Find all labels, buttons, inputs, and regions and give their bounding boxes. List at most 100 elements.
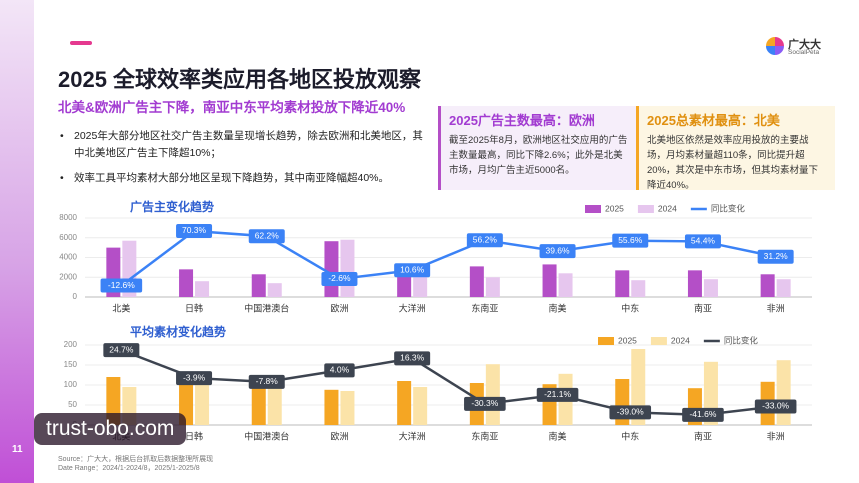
data-label: 31.2%	[764, 251, 789, 261]
data-label: 56.2%	[473, 235, 498, 245]
y-tick-label: 50	[68, 400, 77, 409]
data-label: 24.7%	[109, 344, 134, 354]
card-text: 北美地区依然是效率应用投放的主要战场，月均素材量超110条，同比提升超20%，其…	[647, 135, 819, 191]
legend-label: 同比变化	[711, 203, 746, 213]
data-label: 10.6%	[400, 265, 425, 275]
bar	[251, 385, 266, 425]
bar	[469, 266, 484, 297]
label-box	[394, 351, 431, 366]
legend-label: 2025	[618, 335, 637, 345]
x-tick-label: 日韩	[185, 302, 203, 313]
bar	[267, 381, 282, 425]
logo-sub: SocialPeta	[788, 49, 820, 56]
legend-label: 2024	[658, 203, 677, 213]
bar	[267, 283, 282, 297]
label-box	[754, 399, 797, 414]
data-label: -3.9%	[183, 372, 206, 382]
card-title: 2025广告主数最高：欧洲	[449, 113, 595, 128]
bar	[195, 281, 210, 297]
bar	[558, 273, 573, 297]
y-tick-label: 100	[64, 380, 78, 389]
label-box	[539, 244, 576, 259]
x-tick-label: 中东	[621, 430, 639, 441]
data-label: -39.0%	[617, 407, 644, 417]
legend-swatch	[650, 337, 667, 345]
bar	[485, 277, 500, 297]
legend-label: 2025	[605, 203, 624, 213]
legend-label: 同比变化	[724, 335, 759, 345]
x-tick-label: 中国港澳台	[244, 302, 289, 313]
chart-title: 平均素材变化趋势	[130, 324, 226, 339]
y-tick-label: 150	[64, 360, 78, 369]
x-tick-label: 日韩	[185, 430, 203, 441]
bar	[776, 360, 791, 425]
data-label: -21.1%	[544, 389, 571, 399]
bar	[776, 279, 791, 297]
bar	[687, 270, 702, 297]
card: 2025总素材最高：北美 北美地区依然是效率应用投放的主要战场，月均素材量超11…	[636, 106, 835, 191]
x-tick-label: 非洲	[767, 430, 785, 441]
label-box	[612, 233, 649, 248]
bar	[703, 279, 718, 297]
label-box	[321, 271, 358, 286]
source-line: Source：广大大，根据后台抓取后数据整理所展现	[58, 456, 214, 463]
x-tick-label: 中东	[621, 302, 639, 313]
data-label: -41.6%	[689, 409, 716, 419]
source: Source：广大大，根据后台抓取后数据整理所展现 Date Range：202…	[58, 455, 213, 473]
x-tick-label: 欧洲	[330, 302, 348, 313]
page-number: 11	[12, 444, 23, 455]
x-tick-label: 南亚	[694, 302, 712, 313]
x-tick-label: 东南亚	[471, 430, 498, 441]
bar	[615, 270, 630, 297]
y-tick-label: 6000	[59, 233, 77, 242]
x-tick-label: 南美	[549, 430, 567, 441]
label-box	[324, 363, 355, 378]
accent-dash	[70, 41, 92, 45]
data-label: -7.8%	[256, 376, 279, 386]
y-tick-label: 0	[73, 292, 78, 301]
legend-swatch	[598, 337, 614, 345]
line	[120, 349, 776, 417]
subtitle: 北美&欧洲广告主下降，南亚中东平均素材投放下降近40%	[58, 100, 406, 115]
label-box	[682, 407, 724, 422]
label-box	[536, 387, 579, 402]
bullet: 2025年大部分地区社交广告主数量呈现增长趋势，除去欧洲和北美地区，其中北美地区…	[58, 128, 428, 162]
x-tick-label: 东南亚	[471, 302, 498, 313]
side-band	[0, 0, 34, 483]
x-tick-label: 欧洲	[330, 430, 348, 441]
bar	[413, 387, 428, 425]
bar	[631, 280, 646, 297]
x-tick-label: 大洋洲	[399, 430, 426, 441]
label-box	[684, 234, 721, 249]
bar	[340, 239, 355, 297]
bar	[413, 274, 428, 297]
bar	[760, 274, 775, 297]
legend-swatch	[637, 205, 654, 213]
label-box	[176, 223, 213, 238]
line	[120, 229, 776, 287]
label-box	[248, 229, 285, 244]
data-label: 54.4%	[691, 236, 716, 246]
label-box	[466, 233, 503, 248]
bar	[340, 391, 355, 425]
y-tick-label: 200	[64, 340, 78, 349]
bar	[324, 241, 339, 297]
label-box	[464, 396, 506, 411]
data-label: -12.6%	[108, 280, 135, 290]
data-label: 16.3%	[400, 353, 425, 363]
logo: 广大大	[788, 39, 821, 51]
x-tick-label: 北美	[112, 302, 130, 313]
label-box	[394, 263, 431, 278]
label-box	[176, 371, 213, 386]
range-line: Date Range：2024/1-2024/8，2025/1-2025/8	[58, 465, 200, 472]
legend-label: 2024	[671, 335, 690, 345]
bar	[397, 381, 412, 425]
label-box	[103, 343, 140, 358]
y-tick-label: 8000	[59, 213, 77, 222]
legend-swatch	[585, 205, 601, 213]
bar	[324, 389, 339, 425]
card-text: 截至2025年8月，欧洲地区社交应用的广告主数量最高，同比下降2.6%；此外是北…	[449, 135, 628, 176]
card-title: 2025总素材最高：北美	[647, 113, 780, 128]
